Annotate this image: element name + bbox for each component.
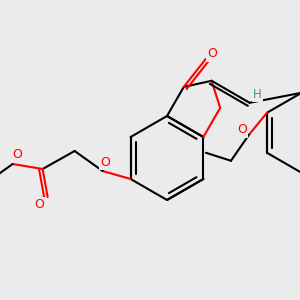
Text: O: O bbox=[13, 148, 22, 161]
Text: H: H bbox=[253, 88, 262, 101]
Text: O: O bbox=[101, 155, 111, 169]
Text: O: O bbox=[237, 123, 247, 136]
Text: O: O bbox=[35, 199, 45, 212]
Text: O: O bbox=[207, 47, 217, 60]
